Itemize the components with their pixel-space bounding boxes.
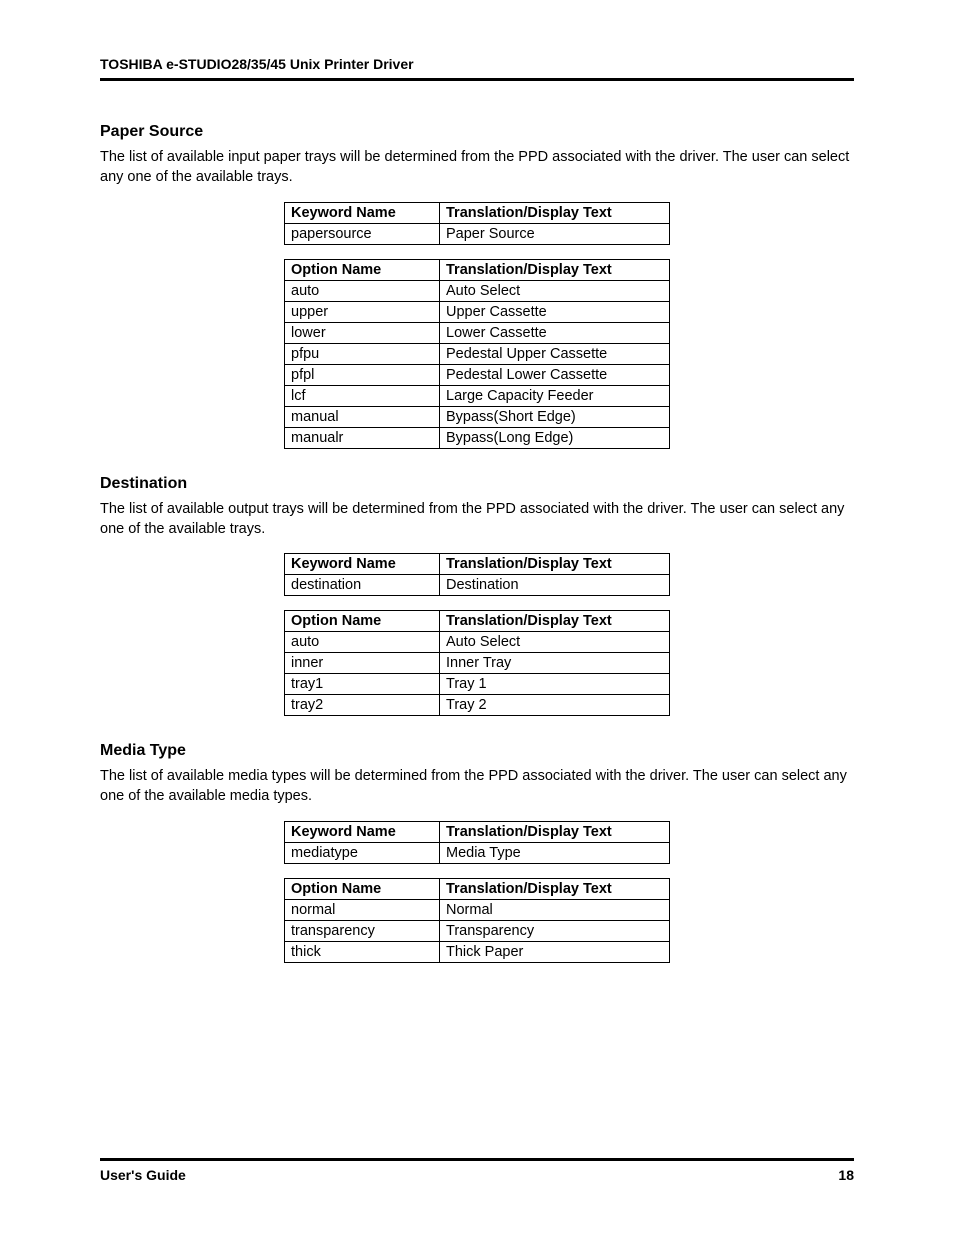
table-cell: Inner Tray (440, 653, 670, 674)
section-heading: Paper Source (100, 123, 854, 141)
table-header: Translation/Display Text (440, 202, 670, 223)
table-row: transparencyTransparency (285, 920, 670, 941)
table-row: upperUpper Cassette (285, 301, 670, 322)
section-heading: Media Type (100, 742, 854, 760)
table-cell: tray1 (285, 674, 440, 695)
table-header: Option Name (285, 878, 440, 899)
table-cell: Destination (440, 575, 670, 596)
table-header: Keyword Name (285, 202, 440, 223)
table-header-row: Keyword Name Translation/Display Text (285, 821, 670, 842)
section-paper-source: Paper Source The list of available input… (100, 123, 854, 449)
table-cell: tray2 (285, 695, 440, 716)
table-row: papersource Paper Source (285, 223, 670, 244)
footer-page-number: 18 (838, 1167, 854, 1183)
table-cell: destination (285, 575, 440, 596)
table-row: normalNormal (285, 899, 670, 920)
section-media-type: Media Type The list of available media t… (100, 742, 854, 963)
table-header-row: Option Name Translation/Display Text (285, 878, 670, 899)
table-header-row: Option Name Translation/Display Text (285, 611, 670, 632)
option-table: Option Name Translation/Display Text nor… (284, 878, 670, 963)
section-description: The list of available media types will b… (100, 766, 854, 807)
table-cell: auto (285, 632, 440, 653)
table-row: manualrBypass(Long Edge) (285, 427, 670, 448)
table-cell: Auto Select (440, 632, 670, 653)
table-cell: Paper Source (440, 223, 670, 244)
table-row: innerInner Tray (285, 653, 670, 674)
table-cell: Pedestal Lower Cassette (440, 364, 670, 385)
table-cell: manualr (285, 427, 440, 448)
table-row: pfplPedestal Lower Cassette (285, 364, 670, 385)
table-cell: pfpl (285, 364, 440, 385)
table-header-row: Keyword Name Translation/Display Text (285, 554, 670, 575)
table-cell: Bypass(Long Edge) (440, 427, 670, 448)
table-cell: thick (285, 941, 440, 962)
page-header: TOSHIBA e-STUDIO28/35/45 Unix Printer Dr… (100, 56, 854, 81)
table-row: tray2Tray 2 (285, 695, 670, 716)
table-cell: Transparency (440, 920, 670, 941)
option-table: Option Name Translation/Display Text aut… (284, 610, 670, 716)
table-row: lowerLower Cassette (285, 322, 670, 343)
table-header: Option Name (285, 259, 440, 280)
table-cell: transparency (285, 920, 440, 941)
table-cell: Auto Select (440, 280, 670, 301)
table-header-row: Option Name Translation/Display Text (285, 259, 670, 280)
section-description: The list of available input paper trays … (100, 147, 854, 188)
table-cell: Tray 1 (440, 674, 670, 695)
table-header: Translation/Display Text (440, 611, 670, 632)
table-header: Translation/Display Text (440, 878, 670, 899)
table-header: Translation/Display Text (440, 554, 670, 575)
option-table: Option Name Translation/Display Text aut… (284, 259, 670, 449)
page: TOSHIBA e-STUDIO28/35/45 Unix Printer Dr… (0, 0, 954, 1235)
table-row: destination Destination (285, 575, 670, 596)
table-row: autoAuto Select (285, 280, 670, 301)
section-heading: Destination (100, 475, 854, 493)
table-header-row: Keyword Name Translation/Display Text (285, 202, 670, 223)
keyword-table: Keyword Name Translation/Display Text de… (284, 553, 670, 596)
table-cell: Normal (440, 899, 670, 920)
table-row: thickThick Paper (285, 941, 670, 962)
table-header: Translation/Display Text (440, 259, 670, 280)
table-header: Keyword Name (285, 821, 440, 842)
table-cell: inner (285, 653, 440, 674)
table-cell: Bypass(Short Edge) (440, 406, 670, 427)
table-cell: lower (285, 322, 440, 343)
table-cell: manual (285, 406, 440, 427)
header-title: TOSHIBA e-STUDIO28/35/45 Unix Printer Dr… (100, 56, 414, 72)
footer-left: User's Guide (100, 1167, 186, 1183)
table-cell: mediatype (285, 842, 440, 863)
table-cell: auto (285, 280, 440, 301)
table-row: lcfLarge Capacity Feeder (285, 385, 670, 406)
page-footer: User's Guide 18 (100, 1158, 854, 1183)
table-cell: Upper Cassette (440, 301, 670, 322)
table-cell: Pedestal Upper Cassette (440, 343, 670, 364)
table-row: mediatype Media Type (285, 842, 670, 863)
table-row: manualBypass(Short Edge) (285, 406, 670, 427)
table-row: pfpuPedestal Upper Cassette (285, 343, 670, 364)
keyword-table: Keyword Name Translation/Display Text pa… (284, 202, 670, 245)
table-cell: papersource (285, 223, 440, 244)
table-header: Translation/Display Text (440, 821, 670, 842)
table-cell: Lower Cassette (440, 322, 670, 343)
table-cell: lcf (285, 385, 440, 406)
table-cell: pfpu (285, 343, 440, 364)
table-cell: Media Type (440, 842, 670, 863)
table-cell: upper (285, 301, 440, 322)
keyword-table: Keyword Name Translation/Display Text me… (284, 821, 670, 864)
table-row: tray1Tray 1 (285, 674, 670, 695)
table-row: autoAuto Select (285, 632, 670, 653)
table-cell: Thick Paper (440, 941, 670, 962)
table-cell: Tray 2 (440, 695, 670, 716)
section-destination: Destination The list of available output… (100, 475, 854, 717)
section-description: The list of available output trays will … (100, 499, 854, 540)
table-header: Keyword Name (285, 554, 440, 575)
table-cell: normal (285, 899, 440, 920)
table-header: Option Name (285, 611, 440, 632)
table-cell: Large Capacity Feeder (440, 385, 670, 406)
